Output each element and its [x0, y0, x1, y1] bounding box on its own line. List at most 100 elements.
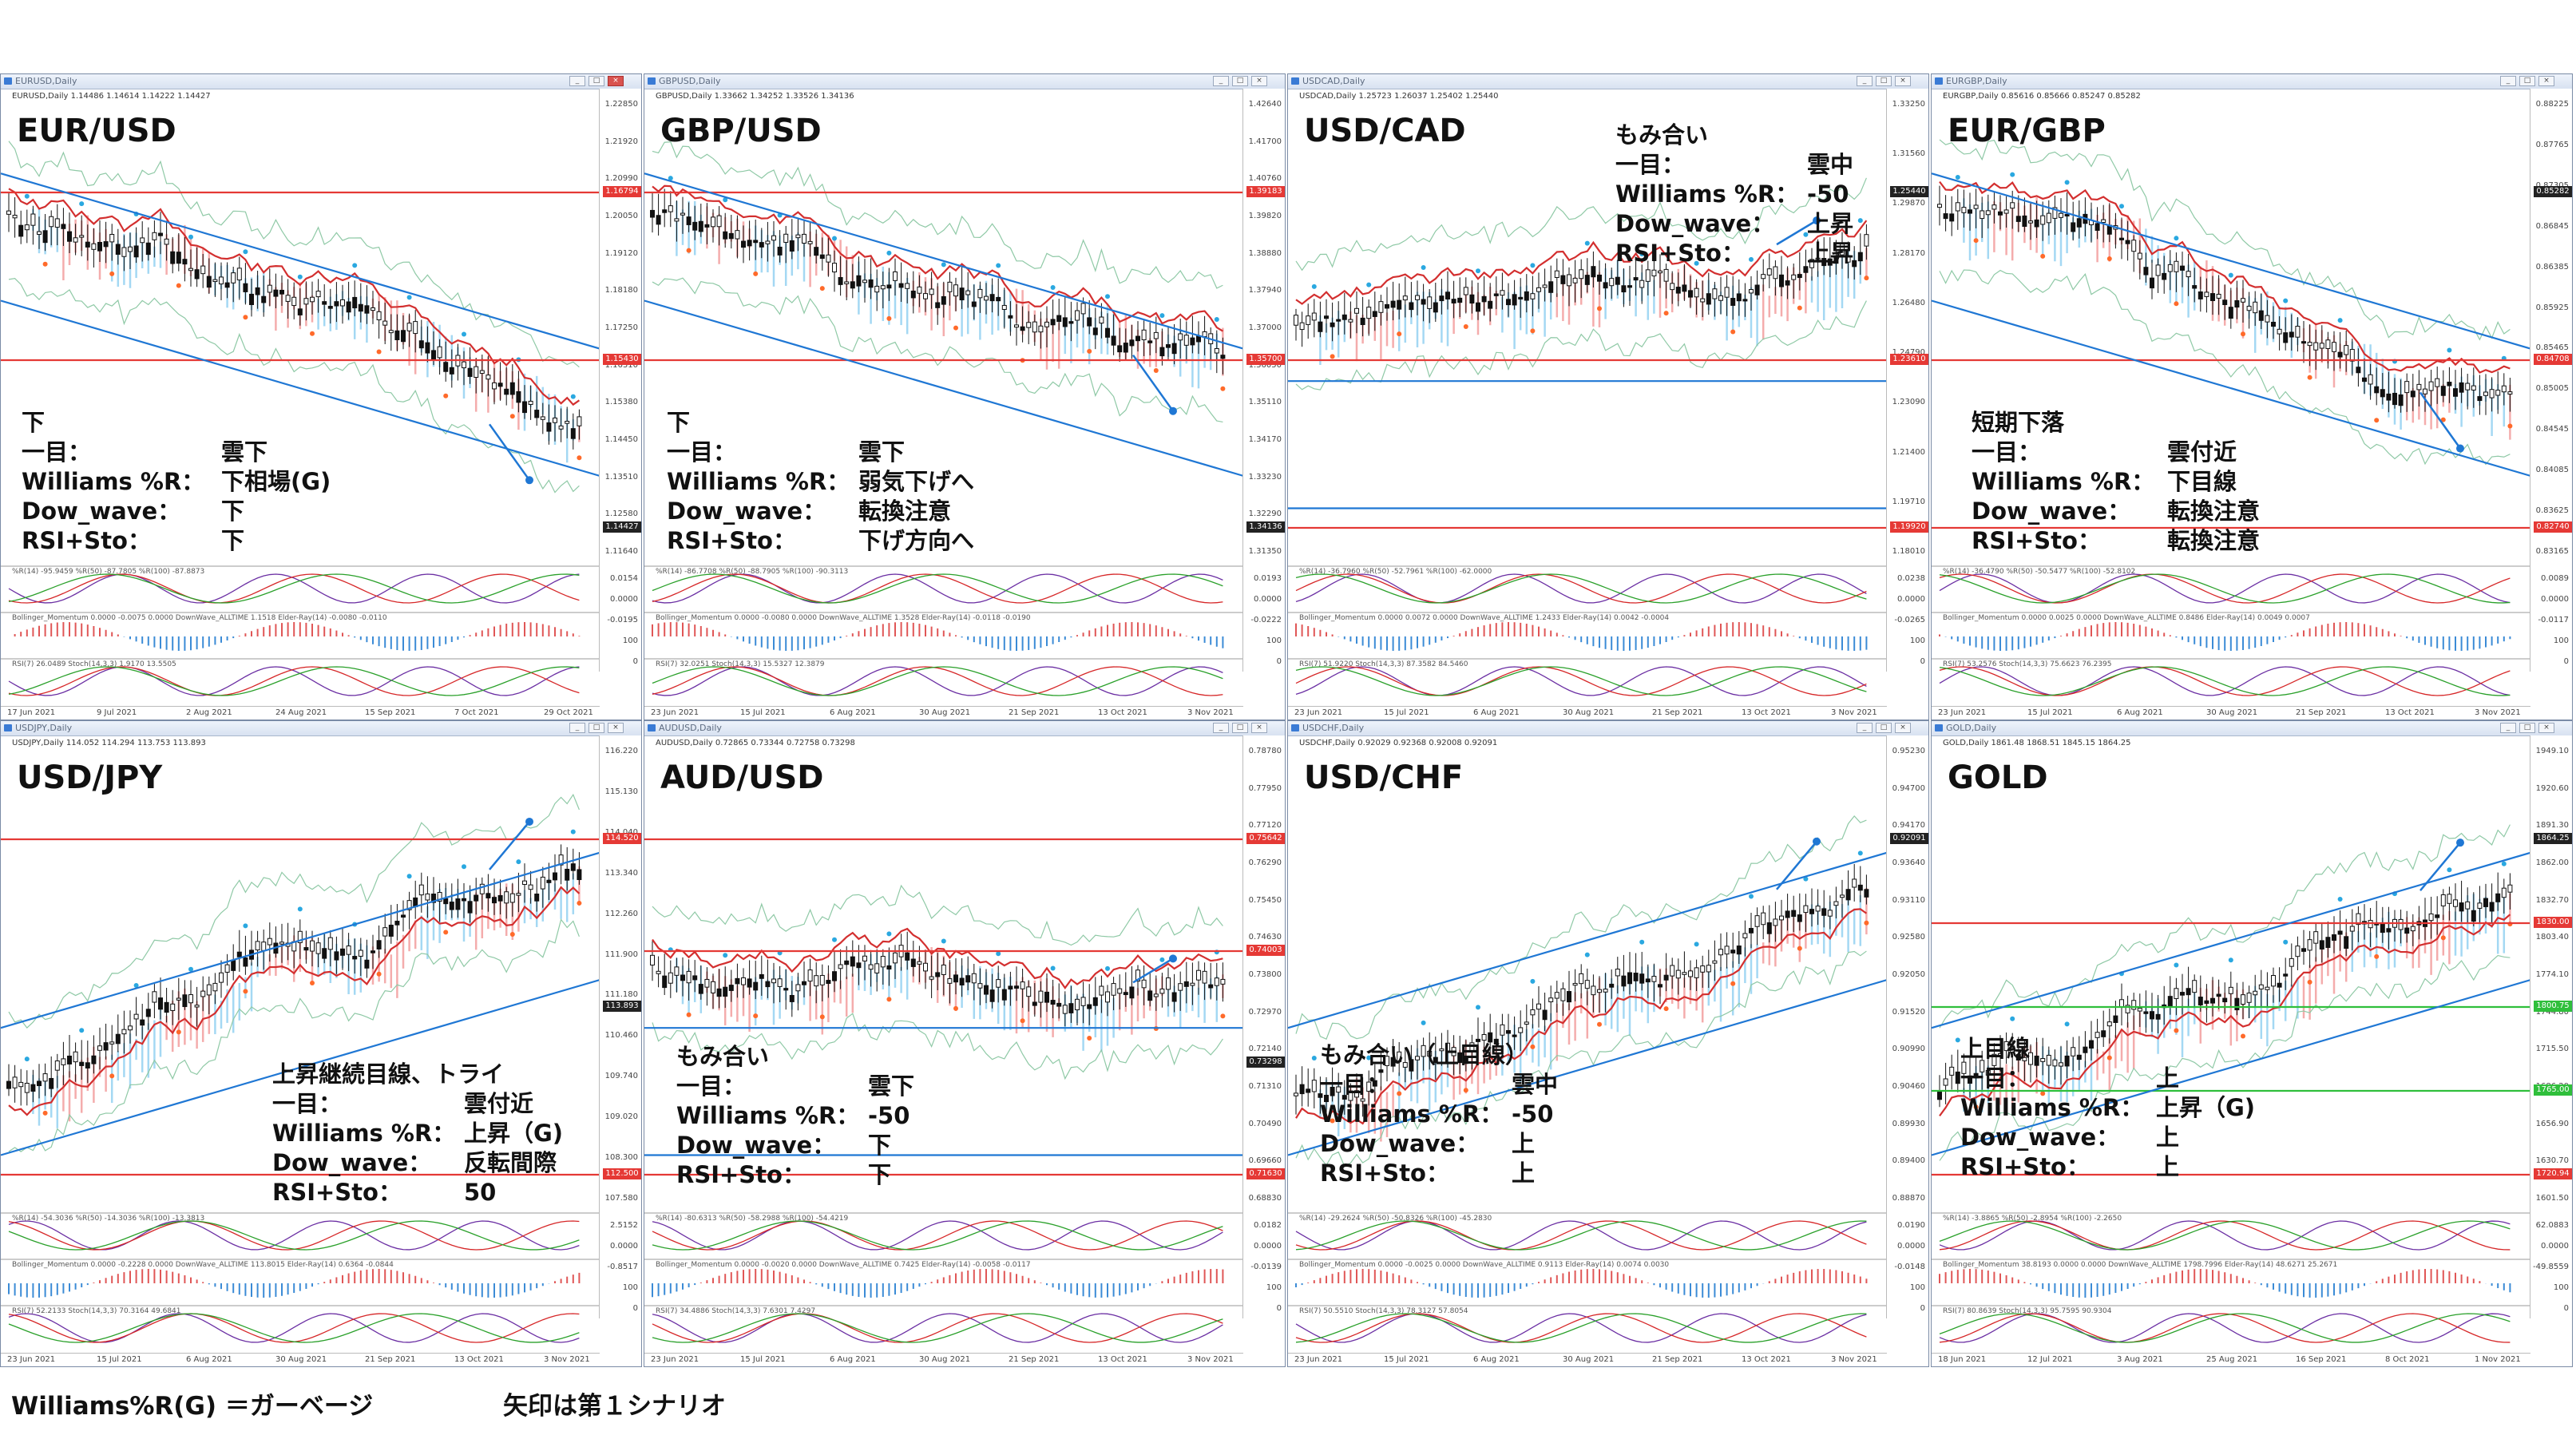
ohlc-info-line: EURGBP,Daily 0.85616 0.85666 0.85247 0.8…	[1943, 92, 2141, 101]
window-titlebar[interactable]: GOLD,Daily _ □ ×	[1932, 721, 2572, 736]
price-tick: 1.19120	[604, 248, 638, 258]
price-tick: 1920.60	[2535, 783, 2569, 793]
bollinger-upper	[1939, 139, 2511, 341]
moving-average	[1939, 914, 2511, 1116]
minimize-button[interactable]: _	[2500, 76, 2516, 86]
date-tick: 6 Aug 2021	[2117, 708, 2163, 717]
close-button[interactable]: ×	[1895, 723, 1911, 733]
indicator-subpanel-1	[1295, 573, 1867, 604]
close-button[interactable]: ×	[2538, 723, 2554, 733]
indicator-subpanel-2	[1295, 622, 1868, 651]
price-tick: 116.220	[604, 747, 638, 755]
price-tag: 113.893	[603, 1001, 641, 1012]
price-chart[interactable]	[644, 735, 1245, 1355]
minimize-button[interactable]: _	[2500, 723, 2516, 733]
close-button[interactable]: ×	[608, 723, 624, 733]
maximize-button[interactable]: □	[1232, 76, 1248, 86]
price-chart[interactable]	[644, 89, 1245, 708]
price-tag: 1.23610	[1890, 354, 1928, 365]
window-title: GOLD,Daily	[1946, 723, 1997, 733]
maximize-button[interactable]: □	[1876, 723, 1892, 733]
trend-channel	[1932, 851, 2532, 1156]
price-tick: 108.300	[604, 1153, 638, 1163]
window-titlebar[interactable]: USDCHF,Daily _ □ ×	[1288, 721, 1928, 736]
price-tick: 113.340	[604, 868, 638, 878]
maximize-button[interactable]: □	[589, 723, 604, 733]
chart-window-eurusd[interactable]: EURUSD,Daily _ □ × EURUSD,Daily 1.14486 1.14…	[0, 73, 642, 720]
close-button[interactable]: ×	[1251, 723, 1267, 733]
pair-title: USD/CAD	[1304, 113, 1466, 149]
date-tick: 6 Aug 2021	[1473, 708, 1520, 717]
window-titlebar[interactable]: USDCAD,Daily _ □ ×	[1288, 74, 1928, 89]
close-button[interactable]: ×	[1251, 76, 1267, 86]
window-titlebar[interactable]: EURGBP,Daily _ □ ×	[1932, 74, 2572, 89]
note-key: Williams %R：	[667, 468, 850, 495]
chart-window-audusd[interactable]: AUDUSD,Daily _ □ × AUDUSD,Daily 0.72865 0.73…	[644, 720, 1286, 1367]
maximize-button[interactable]: □	[589, 76, 604, 86]
note-key: Dow_wave：	[1615, 210, 1775, 237]
price-tick: 0.71310	[1248, 1082, 1282, 1091]
indicator-subpanel-3	[1295, 666, 1867, 696]
scenario-arrow-icon	[1131, 354, 1177, 415]
price-tick: 107.580	[604, 1194, 638, 1203]
price-tag: 1864.25	[2534, 833, 2572, 844]
bollinger-lower	[8, 918, 580, 1152]
minimize-button[interactable]: _	[1213, 723, 1229, 733]
indicator-tick: 100	[1266, 1283, 1282, 1292]
maximize-button[interactable]: □	[2519, 76, 2535, 86]
close-button[interactable]: ×	[1895, 76, 1911, 86]
indicator-tick: 0.0000	[2541, 1242, 2569, 1251]
price-tick: 0.76290	[1248, 858, 1282, 867]
scenario-arrow-icon	[1776, 837, 1821, 890]
window-titlebar[interactable]: USDJPY,Daily _ □ ×	[1, 721, 641, 736]
note-heading: 下	[667, 409, 691, 436]
price-chart[interactable]	[1288, 735, 1888, 1355]
price-chart[interactable]	[1, 89, 601, 708]
minimize-button[interactable]: _	[569, 76, 585, 86]
price-tick: 109.020	[604, 1112, 638, 1122]
price-tick: 0.68830	[1248, 1194, 1282, 1203]
window-titlebar[interactable]: GBPUSD,Daily _ □ ×	[644, 74, 1285, 89]
date-tick: 17 Jun 2021	[7, 708, 56, 717]
chart-window-eurgbp[interactable]: EURGBP,Daily _ □ × EURGBP,Daily 0.85616 0.85…	[1931, 73, 2573, 720]
window-titlebar[interactable]: AUDUSD,Daily _ □ ×	[644, 721, 1285, 736]
price-chart[interactable]	[1932, 735, 2532, 1355]
minimize-button[interactable]: _	[1857, 723, 1873, 733]
ohlc-info-line: USDCAD,Daily 1.25723 1.26037 1.25402 1.2…	[1299, 92, 1499, 101]
date-tick: 3 Nov 2021	[1831, 708, 1877, 717]
date-tick: 12 Jul 2021	[2027, 1355, 2073, 1364]
chart-window-gbpusd[interactable]: GBPUSD,Daily _ □ × GBPUSD,Daily 1.33662 1.34…	[644, 73, 1286, 720]
window-titlebar[interactable]: EURUSD,Daily _ □ ×	[1, 74, 641, 89]
price-tick: 1.41700	[1248, 137, 1282, 146]
price-tick: 0.84085	[2535, 466, 2569, 475]
indicator-label: %R(14) -36.7960 %R(50) -52.7961 %R(100) …	[1299, 568, 1492, 576]
minimize-button[interactable]: _	[1857, 76, 1873, 86]
window-title: AUDUSD,Daily	[659, 723, 722, 733]
analysis-note: 下一目： 雲下 Williams %R： 下相場(G) Dow_wave：下 RSI+St…	[22, 408, 331, 556]
chart-window-usdcad[interactable]: USDCAD,Daily _ □ × USDCAD,Daily 1.25723 1.26…	[1287, 73, 1929, 720]
pair-title: USD/CHF	[1304, 759, 1464, 796]
chart-window-icon	[1291, 77, 1299, 85]
price-tick: 1.37940	[1248, 286, 1282, 295]
price-tag: 1.15430	[603, 354, 641, 365]
price-tick: 115.130	[604, 787, 638, 796]
minimize-button[interactable]: _	[569, 723, 585, 733]
maximize-button[interactable]: □	[1876, 76, 1892, 86]
close-button[interactable]: ×	[608, 76, 624, 86]
note-row: Dow_wave： 反転間際	[272, 1148, 557, 1178]
price-axis: 1.33250 1.31560 1.29870 1.28170 1.26480 1.247…	[1886, 89, 1928, 672]
price-chart[interactable]	[1932, 89, 2532, 708]
maximize-button[interactable]: □	[1232, 723, 1248, 733]
close-button[interactable]: ×	[2538, 76, 2554, 86]
date-tick: 15 Jul 2021	[1384, 708, 1429, 717]
chart-window-gold[interactable]: GOLD,Daily _ □ × GOLD,Daily 1861.48 1868.51 …	[1931, 720, 2573, 1367]
indicator-label: Bollinger_Momentum 38.8193 0.0000 0.0000…	[1943, 1261, 2338, 1269]
maximize-button[interactable]: □	[2519, 723, 2535, 733]
bollinger-upper	[652, 884, 1223, 946]
price-chart[interactable]	[1, 735, 601, 1355]
price-tick: 0.89930	[1892, 1119, 1925, 1128]
minimize-button[interactable]: _	[1213, 76, 1229, 86]
chart-window-usdchf[interactable]: USDCHF,Daily _ □ × USDCHF,Daily 0.92029 0.92…	[1287, 720, 1929, 1367]
chart-window-usdjpy[interactable]: USDJPY,Daily _ □ × USDJPY,Daily 114.052 114.…	[0, 720, 642, 1367]
price-chart[interactable]	[1288, 89, 1888, 708]
